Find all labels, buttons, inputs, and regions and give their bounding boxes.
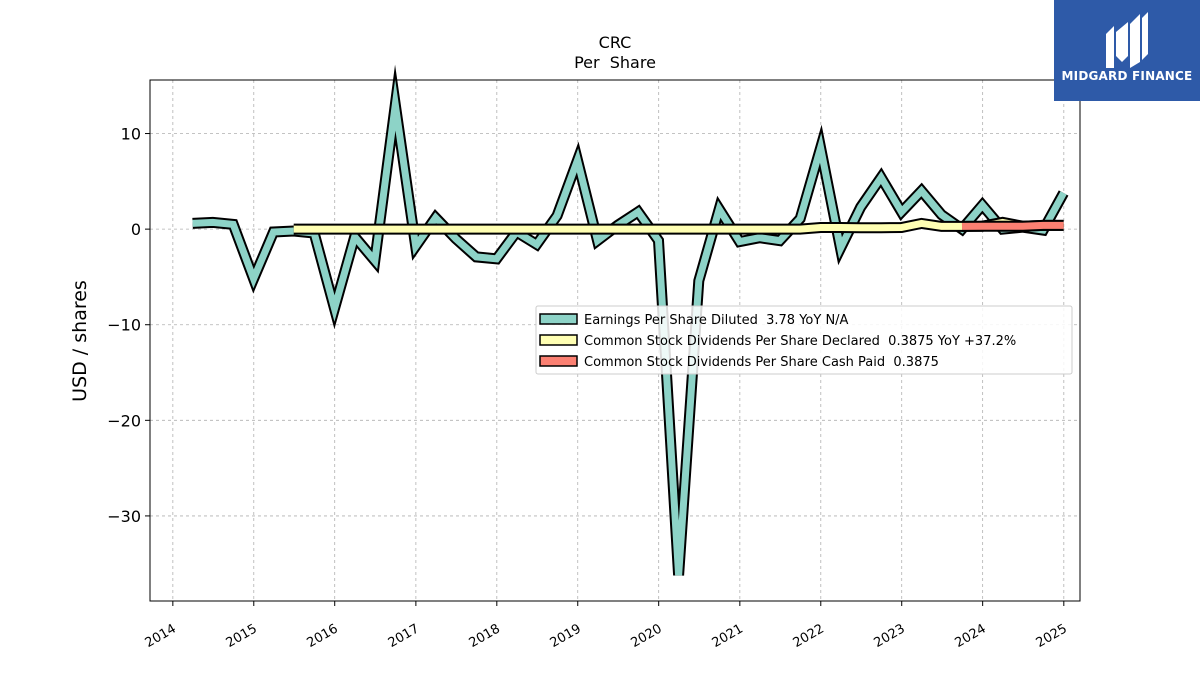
x-tick-label: 2025 [1034,621,1070,651]
x-tick-label: 2018 [467,621,503,651]
midgard-finance-logo: MIDGARD FINANCE [1054,0,1200,101]
legend-swatch [539,334,578,346]
midgard-logo-icon [1106,12,1148,68]
x-tick-label: 2020 [629,621,665,651]
series-line-2 [961,221,1064,230]
legend-box [535,305,1073,375]
y-tick-label: 10 [121,125,141,144]
legend: Earnings Per Share Diluted 3.78 YoY N/A C… [535,305,1073,375]
x-tick-label: 2023 [872,621,908,651]
y-tick-label: −30 [107,507,141,526]
series-line-0 [192,79,1067,576]
legend-label: Common Stock Dividends Per Share Cash Pa… [584,355,939,370]
logo-text: MIDGARD FINANCE [1061,69,1193,83]
y-axis: 10 0 −10 −20 −30 [107,125,150,526]
x-tick-label: 2016 [305,621,341,651]
plot-frame [149,79,1081,602]
y-tick-label: −20 [107,411,141,430]
x-axis: 2014 2015 2016 2017 2018 2019 2020 2021 2022 2023… [143,601,1070,651]
chart-subtitle: Per Share [574,53,656,72]
x-tick-label: 2024 [952,621,988,651]
legend-label: Common Stock Dividends Per Share Declare… [584,334,1016,349]
y-tick-label: 0 [131,220,141,239]
x-tick-label: 2019 [548,621,584,651]
legend-label: Earnings Per Share Diluted 3.78 YoY N/A [584,313,849,328]
x-tick-label: 2015 [224,621,260,651]
legend-swatch [539,313,578,325]
x-tick-label: 2022 [791,621,827,651]
series-layer [192,64,1069,576]
x-tick-label: 2021 [710,621,746,651]
chart-title: CRC [599,33,632,52]
x-tick-label: 2014 [143,621,179,651]
legend-swatch [539,355,578,367]
y-axis-label: USD / shares [69,280,91,402]
x-tick-label: 2017 [386,621,422,651]
y-tick-label: −10 [107,316,141,335]
